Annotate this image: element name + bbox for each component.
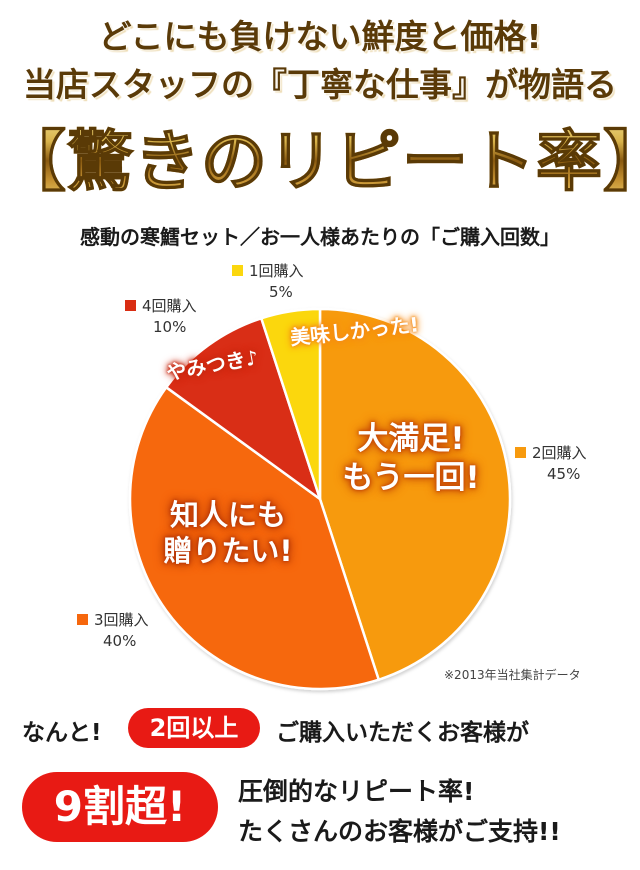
- legend-swatch: [232, 265, 243, 276]
- pie-slice-2: [128, 386, 380, 691]
- headline-line-2: 当店スタッフの『丁寧な仕事』が物語る: [23, 65, 617, 104]
- legend-percent: 5%: [269, 283, 293, 301]
- legend-label: 2回購入: [532, 444, 587, 462]
- legend-item-1-purchase: 1回購入 5%: [232, 261, 304, 303]
- footer-suffix: ご購入いただくお客様が: [276, 720, 529, 746]
- legend-label: 3回購入: [94, 611, 149, 629]
- headline-main: 【驚きのリピート率】: [0, 108, 640, 204]
- pie-slice-4: [260, 307, 322, 501]
- legend-percent: 45%: [547, 465, 581, 483]
- legend-swatch: [515, 447, 526, 458]
- data-source-note: ※2013年当社集計データ: [444, 668, 581, 682]
- legend-item-3-purchases: 3回購入 40%: [77, 610, 149, 652]
- legend-item-4-purchases: 4回購入 10%: [125, 296, 197, 338]
- legend-label: 1回購入: [249, 262, 304, 280]
- legend-percent: 40%: [103, 632, 137, 650]
- callout-gift-to-friends: 知人にも 贈りたい!: [163, 498, 293, 569]
- pie-slice-1: [318, 307, 512, 681]
- badge-over-90-percent: 9割超!: [22, 772, 218, 842]
- legend-percent: 10%: [153, 318, 187, 336]
- badge-two-or-more: 2回以上: [128, 708, 260, 748]
- legend-label: 4回購入: [142, 297, 197, 315]
- footer-line-3: たくさんのお客様がご支持!!: [238, 817, 561, 846]
- footer-prefix: なんと!: [22, 720, 102, 746]
- legend-item-2-purchases: 2回購入 45%: [515, 443, 587, 485]
- pie-slice-3: [165, 317, 322, 501]
- callout-very-satisfied: 大満足! もう一回!: [342, 421, 480, 496]
- legend-swatch: [77, 614, 88, 625]
- footer-line-2: 圧倒的なリピート率!: [238, 777, 475, 806]
- legend-swatch: [125, 300, 136, 311]
- chart-title: 感動の寒鱈セット／お一人様あたりの「ご購入回数」: [80, 225, 560, 249]
- headline-line-1: どこにも負けない鮮度と価格!: [98, 17, 542, 56]
